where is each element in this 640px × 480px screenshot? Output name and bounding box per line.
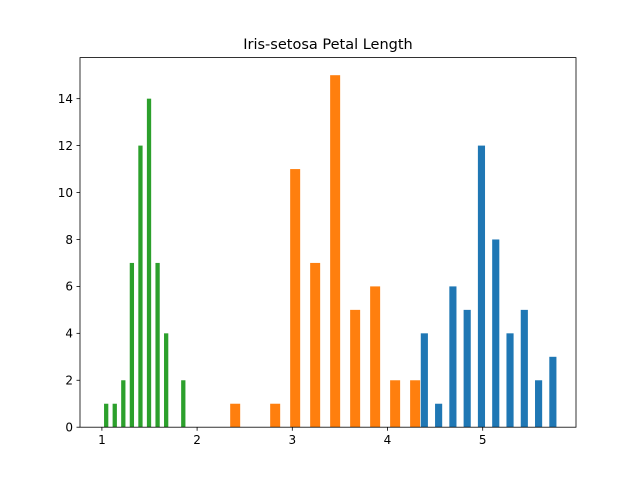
bar-iris-setosa-4 xyxy=(138,145,143,428)
y-tick-label: 0 xyxy=(65,421,73,435)
bar-iris-setosa-3 xyxy=(129,262,135,428)
bar-iris-versicolor-8 xyxy=(410,380,421,428)
bar-iris-versicolor-4 xyxy=(330,75,341,428)
bar-iris-versicolor-2 xyxy=(290,169,301,428)
x-tick-label: 3 xyxy=(288,433,296,447)
bar-iris-virginica-8 xyxy=(535,380,543,428)
bars-layer xyxy=(104,75,557,428)
bar-iris-setosa-5 xyxy=(146,98,152,428)
bar-iris-versicolor-7 xyxy=(390,380,401,428)
y-tick-label: 12 xyxy=(58,139,73,153)
bar-iris-virginica-5 xyxy=(492,239,500,428)
bar-iris-virginica-7 xyxy=(520,309,528,428)
x-tick-label: 2 xyxy=(193,433,201,447)
bar-iris-setosa-8 xyxy=(181,380,186,428)
bar-iris-setosa-6 xyxy=(155,262,160,428)
bar-iris-versicolor-6 xyxy=(370,286,381,428)
y-tick-label: 6 xyxy=(65,280,73,294)
bar-iris-virginica-0 xyxy=(420,333,428,428)
bar-iris-virginica-6 xyxy=(506,333,514,428)
x-axis: 1 2 3 4 5 xyxy=(98,427,487,447)
bar-iris-virginica-1 xyxy=(435,403,443,428)
y-tick-label: 8 xyxy=(65,233,73,247)
x-tick-label: 4 xyxy=(384,433,392,447)
x-tick-label: 5 xyxy=(479,433,487,447)
bar-iris-versicolor-1 xyxy=(270,403,281,428)
chart-title: Iris-setosa Petal Length xyxy=(243,37,413,53)
bar-iris-setosa-1 xyxy=(112,403,117,428)
y-axis: 0 2 4 6 8 10 12 14 xyxy=(58,92,80,435)
bar-iris-virginica-4 xyxy=(477,145,486,428)
bar-iris-setosa-0 xyxy=(104,403,109,428)
y-tick-label: 14 xyxy=(58,92,73,106)
bar-iris-virginica-3 xyxy=(463,309,471,428)
y-tick-label: 10 xyxy=(58,186,73,200)
bar-iris-versicolor-0 xyxy=(230,403,241,428)
x-tick-label: 1 xyxy=(98,433,106,447)
bar-iris-versicolor-3 xyxy=(310,262,321,428)
y-tick-label: 2 xyxy=(65,374,73,388)
bar-iris-virginica-9 xyxy=(549,356,557,428)
plot-area-frame xyxy=(79,57,577,428)
bar-iris-virginica-2 xyxy=(449,286,457,428)
y-tick-label: 4 xyxy=(65,327,73,341)
bar-iris-setosa-7 xyxy=(164,333,169,428)
bar-iris-setosa-2 xyxy=(121,380,126,428)
bar-iris-versicolor-5 xyxy=(350,309,361,428)
